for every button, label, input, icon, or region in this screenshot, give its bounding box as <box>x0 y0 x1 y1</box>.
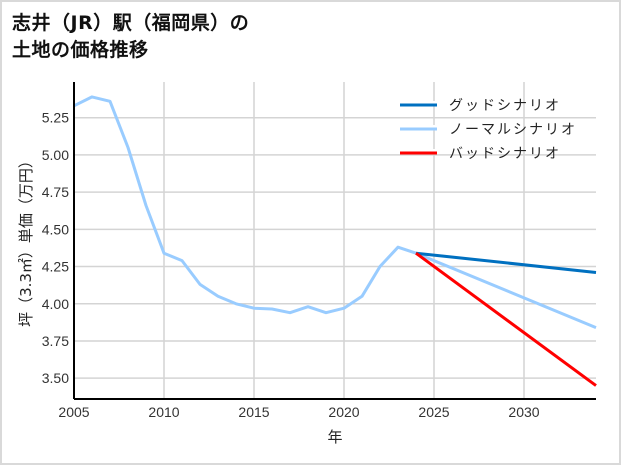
chart-title-line2: 土地の価格推移 <box>12 39 149 61</box>
axes <box>73 82 596 400</box>
chart-title: 志井（JR）駅（福岡県）の 土地の価格推移 <box>12 10 249 64</box>
legend-swatch-bg <box>398 125 436 128</box>
y-tick-label: 5.00 <box>42 147 69 163</box>
gridlines <box>73 82 596 399</box>
tick-labels: 2005 2010 2015 2020 2025 2030 3.50 3.75 4.00 4.25… <box>42 110 540 420</box>
y-tick-label: 5.25 <box>42 110 69 126</box>
y-tick-label: 4.00 <box>42 296 69 312</box>
y-tick-label: 4.75 <box>42 184 69 200</box>
legend-swatch-bg <box>398 101 436 104</box>
x-tick-label: 2020 <box>328 404 359 420</box>
series-line <box>415 251 597 387</box>
y-tick-label: 3.75 <box>42 333 69 349</box>
series-line <box>415 251 597 274</box>
data-series <box>73 95 597 387</box>
x-tick-label: 2025 <box>418 404 449 420</box>
legend-label: グッドシナリオ <box>449 98 561 114</box>
x-tick-label: 2005 <box>58 404 89 420</box>
x-tick-label: 2030 <box>508 404 539 420</box>
legend-swatch-bg <box>398 149 436 152</box>
legend-label: ノーマルシナリオ <box>449 122 577 138</box>
y-tick-label: 4.50 <box>42 221 69 237</box>
legend-label: バッドシナリオ <box>449 146 561 162</box>
y-tick-label: 4.25 <box>42 259 69 275</box>
y-tick-label: 3.50 <box>42 370 69 386</box>
x-tick-label: 2010 <box>148 404 179 420</box>
series-line <box>73 95 597 329</box>
y-axis-label: 坪（3.3㎡）単価（万円） <box>17 153 35 327</box>
x-tick-label: 2015 <box>238 404 269 420</box>
x-axis-label: 年 <box>327 428 342 446</box>
chart-title-line1: 志井（JR）駅（福岡県）の <box>12 12 250 34</box>
